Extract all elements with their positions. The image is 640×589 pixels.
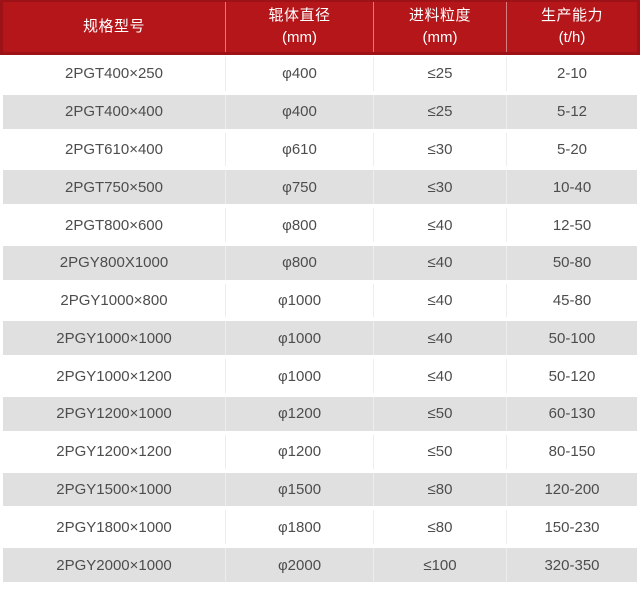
column-title: 辊体直径 [268,6,331,24]
table-cell: 2PGT400×250 [65,65,163,83]
table-cell: 5-20 [506,132,637,167]
table-cell: φ800 [225,245,373,280]
table-cell: 50-120 [506,359,637,394]
table-row: 2PGY800X1000 φ800 ≤40 50-80 [0,243,640,282]
table-cell: φ610 [225,132,373,167]
table-cell: φ1000 [225,283,373,318]
table-cell: ≤40 [373,208,506,242]
table-cell: ≤80 [373,510,506,545]
table-row: 2PGT800×600 φ800 ≤40 12-50 [0,206,640,244]
table-cell: 2PGY1500×1000 [56,480,172,498]
table-cell: 2PGY1000×1000 [56,329,172,347]
table-row: 2PGT400×250 φ400 ≤25 2-10 [0,55,640,93]
table-cell: 2PGT610×400 [65,140,163,158]
table-cell: ≤25 [373,57,506,91]
table-cell: ≤25 [373,94,506,129]
table-row: 2PGY1200×1000 φ1200 ≤50 60-130 [0,395,640,433]
table-cell: φ2000 [225,548,373,582]
table-cell: φ1200 [225,397,373,431]
table-cell: ≤40 [373,283,506,318]
column-unit: (t/h) [558,29,586,46]
table-cell: ≤100 [373,548,506,582]
table-cell: 12-50 [506,208,637,242]
table-row: 2PGT610×400 φ610 ≤30 5-20 [0,130,640,169]
table-cell: ≤30 [373,170,506,205]
table-cell: 45-80 [506,283,637,318]
table-cell: φ400 [225,94,373,129]
table-cell: φ1500 [225,472,373,507]
table-cell: φ750 [225,170,373,205]
table-cell: ≤40 [373,321,506,356]
table-cell: 2PGT750×500 [65,178,163,196]
table-cell: ≤50 [373,397,506,431]
table-cell: φ1200 [225,434,373,469]
table-cell: 80-150 [506,434,637,469]
column-title: 进料粒度 [408,6,471,24]
table-cell: 2PGY1800×1000 [56,518,172,536]
table-cell: ≤30 [373,132,506,167]
table-cell: ≤40 [373,245,506,280]
table-row: 2PGT400×400 φ400 ≤25 5-12 [0,92,640,131]
table-row: 2PGY1800×1000 φ1800 ≤80 150-230 [0,508,640,547]
table-cell: φ400 [225,57,373,91]
table-cell: 2PGY1000×800 [60,292,168,310]
table-header-row: 规格型号 辊体直径 (mm) 进料粒度 (mm) 生产能力 (t/h) [0,0,640,55]
table-cell: 2-10 [506,57,637,91]
table-cell: 320-350 [506,548,637,582]
table-cell: φ1800 [225,510,373,545]
table-row: 2PGY1000×1000 φ1000 ≤40 50-100 [0,319,640,358]
column-header-roller-diameter: 辊体直径 (mm) [225,2,373,52]
table-cell: 2PGY800X1000 [59,254,169,272]
table-cell: ≤50 [373,434,506,469]
table-row: 2PGY1500×1000 φ1500 ≤80 120-200 [0,470,640,509]
table-row: 2PGY2000×1000 φ2000 ≤100 320-350 [0,546,640,584]
column-unit: (mm) [422,29,458,46]
table-cell: 150-230 [506,510,637,545]
table-cell: 2PGY1000×1200 [56,367,172,385]
table-cell: 2PGY1200×1200 [56,443,172,461]
column-unit: (mm) [282,29,317,46]
table-cell: 50-80 [506,245,637,280]
table-row: 2PGY1200×1200 φ1200 ≤50 80-150 [0,432,640,471]
table-cell: 50-100 [506,321,637,356]
table-cell: φ800 [225,208,373,242]
table-cell: 2PGT800×600 [65,216,163,234]
column-header-model: 规格型号 [3,2,225,52]
column-header-feed-size: 进料粒度 (mm) [373,2,506,52]
table-cell: 60-130 [506,397,637,431]
table-row: 2PGY1000×1200 φ1000 ≤40 50-120 [0,357,640,396]
column-title: 生产能力 [540,6,603,24]
table-cell: 2PGT400×400 [65,103,163,121]
table-cell: 5-12 [506,94,637,129]
table-cell: 2PGY1200×1000 [56,405,172,423]
table-cell: 2PGY2000×1000 [56,556,172,574]
column-title: 规格型号 [82,17,145,35]
table-cell: ≤40 [373,359,506,394]
table-cell: φ1000 [225,321,373,356]
table-row: 2PGY1000×800 φ1000 ≤40 45-80 [0,281,640,320]
table-cell: φ1000 [225,359,373,394]
table-cell: 120-200 [506,472,637,507]
table-row: 2PGT750×500 φ750 ≤30 10-40 [0,168,640,207]
column-header-capacity: 生产能力 (t/h) [506,2,637,52]
table-cell: 10-40 [506,170,637,205]
table-cell: ≤80 [373,472,506,507]
table-body: 2PGT400×250 φ400 ≤25 2-10 2PGT400×400 φ400 ≤25… [0,55,640,589]
